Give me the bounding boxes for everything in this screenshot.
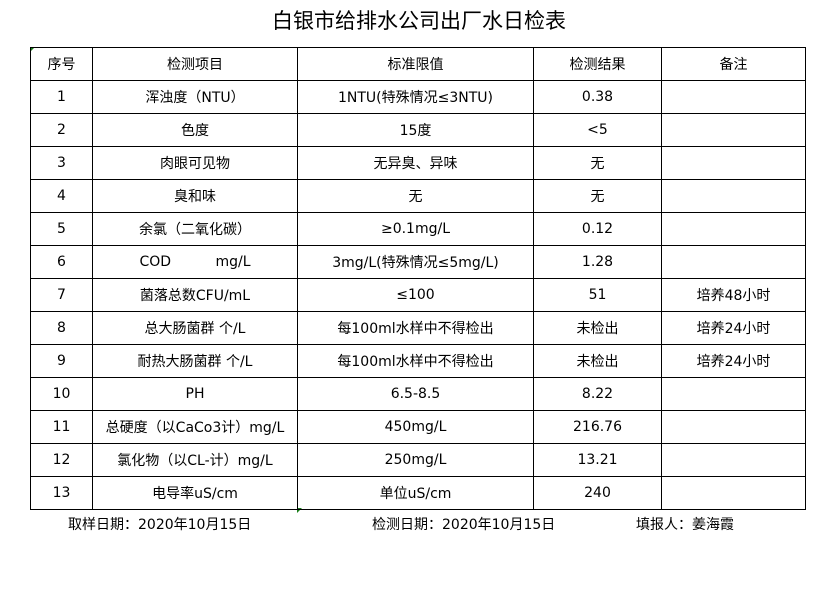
- test-result-cell: 216.76: [533, 410, 662, 444]
- row-number-cell: 2: [30, 113, 93, 147]
- remark-cell: [661, 377, 806, 411]
- table-row: 9 耐热大肠菌群 个/L 每100ml水样中不得检出 未检出 培养24小时: [30, 344, 806, 378]
- row-number-cell: 3: [30, 146, 93, 180]
- test-item-cell: 余氯（二氧化碳）: [92, 212, 298, 246]
- inspection-table: 序号 检测项目 标准限值 检测结果 备注 1 浑浊度（NTU） 1NTU(特殊情况≤…: [30, 47, 806, 510]
- table-row: 4 臭和味无无: [30, 179, 806, 213]
- remark-cell: [661, 113, 806, 147]
- standard-limit-cell: 无异臭、异味: [297, 146, 534, 180]
- standard-limit-cell: 250mg/L: [297, 443, 534, 477]
- test-item-cell: 肉眼可见物: [92, 146, 298, 180]
- row-number-cell: 13: [30, 476, 93, 510]
- test-result-cell: 0.12: [533, 212, 662, 246]
- test-item-cell: 菌落总数CFU/mL: [92, 278, 298, 312]
- test-result-cell: 未检出: [533, 344, 662, 378]
- test-item-cell: 总大肠菌群 个/L: [92, 311, 298, 345]
- row-number-cell: 6: [30, 245, 93, 279]
- test-result-cell: 51: [533, 278, 662, 312]
- remark-cell: 培养48小时: [661, 278, 806, 312]
- test-result-cell: 1.28: [533, 245, 662, 279]
- standard-limit-cell: 450mg/L: [297, 410, 534, 444]
- test-item-cell: 氯化物（以CL-计）mg/L: [92, 443, 298, 477]
- table-row: 3 肉眼可见物 无异臭、异味无: [30, 146, 806, 180]
- standard-limit-cell: 单位uS/cm: [297, 476, 534, 510]
- test-result-cell: 无: [533, 146, 662, 180]
- test-item-cell: PH: [92, 377, 298, 411]
- reporter: 填报人：姜海霞: [636, 517, 734, 533]
- test-item-cell: 总硬度（以CaCo3计）mg/L: [92, 410, 298, 444]
- table-row: 8 总大肠菌群 个/L 每100ml水样中不得检出 未检出 培养24小时: [30, 311, 806, 345]
- standard-limit-cell: 1NTU(特殊情况≤3NTU): [297, 80, 534, 114]
- cell-marker: [297, 508, 302, 513]
- test-result-cell: 无: [533, 179, 662, 213]
- table-row: 7 菌落总数CFU/mL ≤100 51 培养48小时: [30, 278, 806, 312]
- row-number-cell: 4: [30, 179, 93, 213]
- row-number-cell: 11: [30, 410, 93, 444]
- test-result-cell: 未检出: [533, 311, 662, 345]
- sample-date: 取样日期：2020年10月15日: [68, 517, 252, 533]
- table-row: 12 氯化物（以CL-计）mg/L 250mg/L 13.21: [30, 443, 806, 477]
- test-item-cell: 臭和味: [92, 179, 298, 213]
- row-number-cell: 10: [30, 377, 93, 411]
- standard-limit-cell: 6.5-8.5: [297, 377, 534, 411]
- standard-limit-cell: 3mg/L(特殊情况≤5mg/L): [297, 245, 534, 279]
- header-cell: 检测项目: [92, 47, 298, 81]
- test-item-cell: COD mg/L: [92, 245, 298, 279]
- header-cell: 标准限值: [297, 47, 534, 81]
- remark-cell: [661, 146, 806, 180]
- table-row: 1 浑浊度（NTU） 1NTU(特殊情况≤3NTU) 0.38: [30, 80, 806, 114]
- test-item-cell: 色度: [92, 113, 298, 147]
- test-date: 检测日期：2020年10月15日: [372, 517, 556, 533]
- row-number-cell: 8: [30, 311, 93, 345]
- remark-cell: [661, 443, 806, 477]
- table-row: 13 电导率uS/cm 单位uS/cm 240: [30, 476, 806, 510]
- table-row: 10 PH 6.5-8.5 8.22: [30, 377, 806, 411]
- standard-limit-cell: ≤100: [297, 278, 534, 312]
- header-cell: 序号: [30, 47, 93, 81]
- row-number-cell: 7: [30, 278, 93, 312]
- standard-limit-cell: 每100ml水样中不得检出: [297, 344, 534, 378]
- table-row: 6 COD mg/L 3mg/L(特殊情况≤5mg/L) 1.28: [30, 245, 806, 279]
- row-number-cell: 12: [30, 443, 93, 477]
- row-number-cell: 9: [30, 344, 93, 378]
- test-result-cell: <5: [533, 113, 662, 147]
- remark-cell: 培养24小时: [661, 344, 806, 378]
- page-title: 白银市给排水公司出厂水日检表: [272, 9, 566, 33]
- test-item-cell: 电导率uS/cm: [92, 476, 298, 510]
- table-row: 2 色度 15度 <5: [30, 113, 806, 147]
- standard-limit-cell: 每100ml水样中不得检出: [297, 311, 534, 345]
- test-result-cell: 8.22: [533, 377, 662, 411]
- standard-limit-cell: ≥0.1mg/L: [297, 212, 534, 246]
- remark-cell: [661, 80, 806, 114]
- standard-limit-cell: 15度: [297, 113, 534, 147]
- standard-limit-cell: 无: [297, 179, 534, 213]
- remark-cell: [661, 245, 806, 279]
- remark-cell: 培养24小时: [661, 311, 806, 345]
- row-number-cell: 1: [30, 80, 93, 114]
- test-result-cell: 13.21: [533, 443, 662, 477]
- row-number-cell: 5: [30, 212, 93, 246]
- table-header-row: 序号 检测项目 标准限值 检测结果 备注: [30, 47, 806, 81]
- remark-cell: [661, 179, 806, 213]
- remark-cell: [661, 476, 806, 510]
- test-item-cell: 浑浊度（NTU）: [92, 80, 298, 114]
- remark-cell: [661, 410, 806, 444]
- test-result-cell: 240: [533, 476, 662, 510]
- test-result-cell: 0.38: [533, 80, 662, 114]
- remark-cell: [661, 212, 806, 246]
- header-cell: 检测结果: [533, 47, 662, 81]
- table-row: 11 总硬度（以CaCo3计）mg/L 450mg/L 216.76: [30, 410, 806, 444]
- table-row: 5 余氯（二氧化碳） ≥0.1mg/L 0.12: [30, 212, 806, 246]
- header-cell: 备注: [661, 47, 806, 81]
- test-item-cell: 耐热大肠菌群 个/L: [92, 344, 298, 378]
